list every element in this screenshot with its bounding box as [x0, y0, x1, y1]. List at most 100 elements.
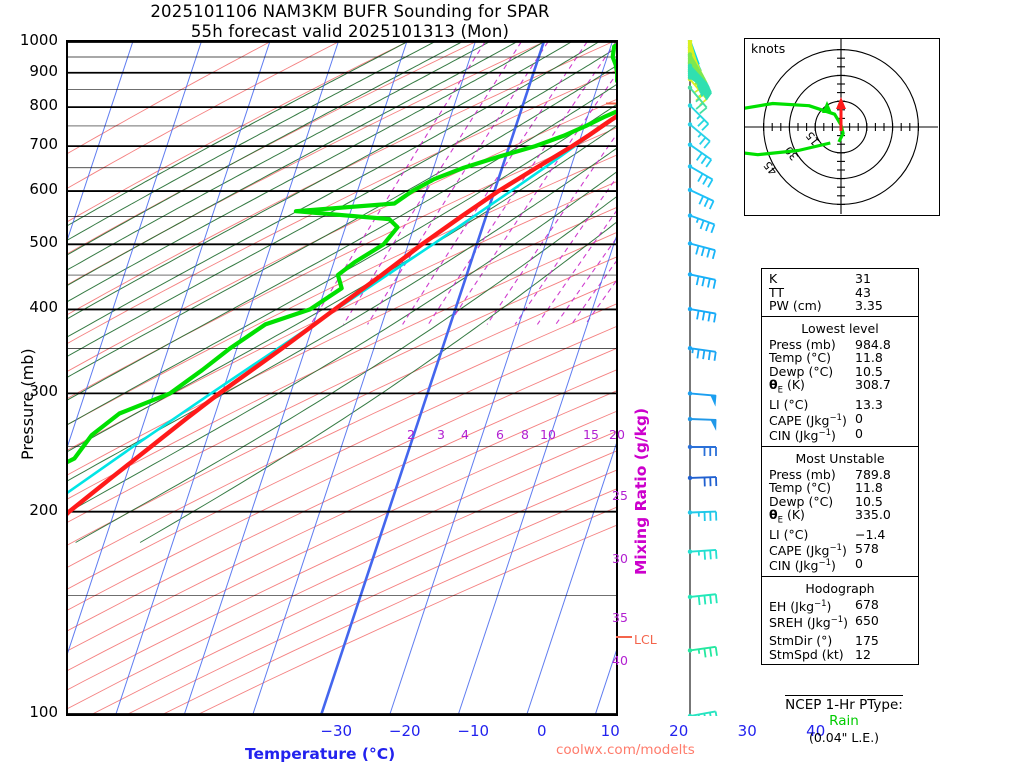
lowest-level-section: Lowest level Press (mb) 984.8 Temp (°C) 11.…	[762, 317, 918, 447]
lowest-level-rows: Press (mb) 984.8 Temp (°C) 11.8 Dewp (°C) 10.…	[762, 336, 918, 443]
row-key: Dewp (°C)	[769, 493, 834, 509]
table-row: StmDir (°) 175	[762, 634, 918, 648]
row-key: Dewp (°C)	[769, 363, 834, 379]
table-row: Dewp (°C) 10.5	[762, 363, 918, 379]
table-row: CIN (Jkg−1) 0	[762, 557, 918, 573]
ptype-title-wrap: NCEP 1-Hr PType:	[744, 694, 944, 713]
table-row: Dewp (°C) 10.5	[762, 495, 918, 509]
row-value: 335.0	[855, 507, 891, 523]
mixing-ratio-tick-35: 35	[612, 610, 628, 625]
row-value: 578	[855, 540, 879, 556]
row-key: CIN (Jkg−1)	[769, 428, 836, 444]
section-heading: Lowest level	[801, 320, 879, 336]
row-value: 3.35	[855, 298, 883, 313]
row-key: θE (K)	[769, 507, 805, 526]
table-row: CAPE (Jkg−1) 0	[762, 410, 918, 428]
most-unstable-rows: Press (mb) 789.8 Temp (°C) 11.8 Dewp (°C) 10.…	[762, 468, 918, 573]
row-value: 789.8	[855, 466, 891, 482]
row-value: 984.8	[855, 336, 891, 352]
row-key: Temp (°C)	[769, 480, 832, 496]
row-value: 308.7	[855, 377, 891, 392]
row-key: StmDir (°)	[769, 633, 833, 649]
mixing-ratio-tick-20: 20	[609, 427, 625, 442]
row-value: 0	[855, 426, 863, 442]
ptype-value: Rain	[829, 713, 859, 729]
table-row: EH (Jkg−1) 678	[762, 598, 918, 614]
mixing-ratio-tick-2: 2	[407, 427, 415, 442]
section-heading: Most Unstable	[795, 450, 885, 466]
temperature-tick-40: 40	[806, 722, 826, 740]
pressure-tick-800: 800	[29, 96, 58, 115]
temperature-tick-30: 30	[737, 722, 757, 740]
title-line-1: 2025101106 NAM3KM BUFR Sounding for SPAR	[150, 2, 550, 21]
table-row: TT 43	[762, 284, 918, 300]
pressure-tick-100: 100	[29, 703, 58, 721]
row-value: 12	[855, 646, 871, 662]
pressure-tick-1000: 1000	[19, 31, 58, 49]
row-key: CAPE (Jkg−1)	[769, 412, 847, 428]
row-value: 0	[855, 410, 863, 426]
lcl-label: LCL	[634, 632, 657, 647]
hodograph-stats-rows: EH (Jkg−1) 678 SREH (Jkg−1) 650 StmDir (°) 17…	[762, 598, 918, 661]
table-row: SREH (Jkg−1) 650	[762, 614, 918, 630]
row-value: 175	[855, 633, 879, 649]
pressure-tick-900: 900	[29, 61, 58, 80]
skewt-plot-area[interactable]	[66, 40, 618, 716]
hodograph-panel[interactable]: 15 30 45 knots	[702, 38, 940, 216]
row-value: 0	[855, 556, 863, 572]
table-row: LI (°C) 13.3	[762, 398, 918, 412]
indices-section: K 31 TT 43 PW (cm) 3.35	[762, 269, 918, 317]
row-key: CAPE (Jkg−1)	[769, 542, 847, 558]
table-row: Temp (°C) 11.8	[762, 481, 918, 495]
temperature-tick-10: 10	[600, 722, 620, 740]
row-key: Press (mb)	[769, 336, 836, 352]
row-value: 10.5	[855, 363, 883, 379]
row-key: CIN (Jkg−1)	[769, 558, 836, 574]
row-key: LI (°C)	[769, 527, 809, 543]
watermark: coolwx.com/modelts	[556, 742, 695, 758]
temperature-tick--30: −30	[320, 722, 353, 740]
pressure-axis-label: Pressure (mb)	[18, 348, 37, 460]
ptype-block: NCEP 1-Hr PType: Rain (0.04" L.E.)	[744, 694, 944, 746]
mixing-ratio-tick-40: 40	[612, 653, 628, 668]
temperature-tick-0: 0	[536, 722, 547, 740]
mixing-ratio-tick-3: 3	[437, 427, 445, 442]
pressure-tick-300: 300	[29, 382, 58, 401]
table-row: Press (mb) 789.8	[762, 468, 918, 482]
row-key: PW (cm)	[769, 298, 822, 313]
mixing-ratio-tick-10: 10	[540, 427, 556, 442]
row-key: K	[769, 271, 778, 286]
table-row: Press (mb) 984.8	[762, 336, 918, 352]
temperature-tick--10: −10	[457, 722, 490, 740]
mixing-ratio-tick-4: 4	[461, 427, 469, 442]
row-value: 10.5	[855, 493, 883, 509]
table-row: Temp (°C) 11.8	[762, 351, 918, 365]
pressure-tick-400: 400	[29, 298, 58, 317]
table-row: PW (cm) 3.35	[762, 299, 918, 313]
mixing-ratio-tick-30: 30	[612, 551, 628, 566]
mixing-ratio-tick-25: 25	[612, 488, 628, 503]
mixing-ratio-tick-6: 6	[496, 427, 504, 442]
ptype-title: NCEP 1-Hr PType:	[785, 695, 903, 713]
most-unstable-section: Most Unstable Press (mb) 789.8 Temp (°C) 11…	[762, 447, 918, 578]
temperature-tick--20: −20	[388, 722, 421, 740]
wind-barb-panel	[640, 37, 740, 723]
hodograph-ring-label-45: 45	[761, 159, 780, 178]
ptype-amount: (0.04" L.E.)	[808, 730, 880, 745]
table-row: θE (K) 308.7	[762, 378, 918, 398]
mixing-ratio-tick-8: 8	[521, 427, 529, 442]
row-value: 31	[855, 271, 871, 286]
row-value: 11.8	[855, 350, 883, 365]
temperature-axis-label: Temperature (°C)	[245, 745, 396, 763]
wind-barb-profile	[687, 37, 719, 723]
table-row: StmSpd (kt) 12	[762, 648, 918, 662]
pressure-tick-200: 200	[29, 500, 58, 519]
table-row: K 31	[762, 272, 918, 286]
pressure-tick-700: 700	[29, 135, 58, 154]
row-value: 43	[855, 284, 871, 300]
lcl-tick-icon	[616, 636, 632, 638]
row-key: LI (°C)	[769, 397, 809, 412]
row-key: θE (K)	[769, 377, 805, 396]
table-row: CIN (Jkg−1) 0	[762, 427, 918, 443]
pressure-tick-600: 600	[29, 180, 58, 199]
